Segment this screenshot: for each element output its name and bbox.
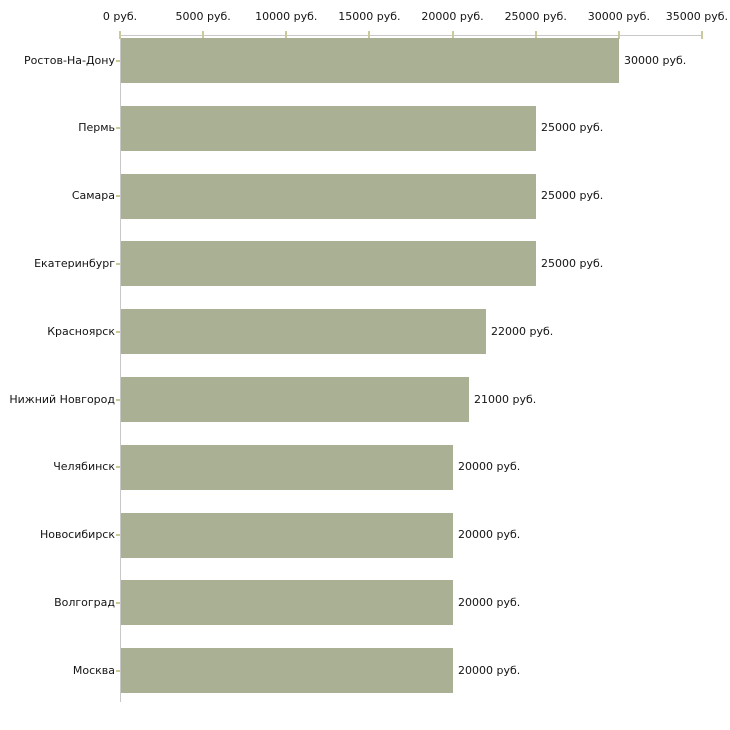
x-axis-tick-label: 0 руб. <box>102 10 138 23</box>
x-axis-tick <box>285 31 288 39</box>
y-axis-tick <box>116 59 120 62</box>
bar <box>121 444 453 490</box>
bar <box>121 105 536 151</box>
x-axis-tick <box>451 31 454 39</box>
y-axis-tick <box>116 669 120 672</box>
bar-value-label: 20000 руб. <box>458 528 521 542</box>
category-label: Нижний Новгород <box>9 392 115 406</box>
y-axis-tick <box>116 466 120 469</box>
bar-value-label: 25000 руб. <box>541 256 604 270</box>
x-axis-tick-label: 15000 руб. <box>338 10 401 23</box>
bar <box>121 580 453 626</box>
bar <box>121 648 453 694</box>
y-axis-tick <box>116 262 120 265</box>
bar-value-label: 20000 руб. <box>458 460 521 474</box>
x-axis-tick-label: 20000 руб. <box>421 10 484 23</box>
category-label: Пермь <box>78 121 115 135</box>
bar <box>121 173 536 219</box>
category-label: Волгоград <box>54 595 115 609</box>
x-axis-tick-label: 10000 руб. <box>255 10 318 23</box>
x-axis-tick <box>119 31 121 39</box>
x-axis-tick <box>617 31 620 39</box>
y-axis-tick <box>116 398 120 401</box>
x-axis-line <box>120 35 703 36</box>
bar-value-label: 25000 руб. <box>541 121 604 135</box>
x-axis-tick <box>534 31 537 39</box>
y-axis-line <box>120 35 121 702</box>
bar <box>121 309 486 355</box>
y-axis-tick <box>116 195 120 198</box>
x-axis-tick <box>202 31 205 39</box>
bar <box>121 512 453 558</box>
bar <box>121 241 536 287</box>
category-label: Красноярск <box>47 324 115 338</box>
x-axis-tick-label: 35000 руб. <box>665 10 728 23</box>
category-label: Самара <box>71 189 115 203</box>
category-label: Новосибирск <box>39 528 115 542</box>
bar-value-label: 20000 руб. <box>458 663 521 677</box>
bar <box>121 38 619 83</box>
x-axis-tick-label: 25000 руб. <box>504 10 567 23</box>
category-label: Екатеринбург <box>34 256 115 270</box>
x-axis-tick <box>368 31 371 39</box>
x-axis-tick-label: 30000 руб. <box>587 10 650 23</box>
y-axis-tick <box>116 127 120 130</box>
bar-value-label: 25000 руб. <box>541 189 604 203</box>
category-label: Москва <box>72 663 115 677</box>
y-axis-tick <box>116 601 120 604</box>
bar-value-label: 30000 руб. <box>624 53 687 67</box>
y-axis-tick <box>116 330 120 333</box>
x-axis-tick-label: 5000 руб. <box>175 10 231 23</box>
x-axis-tick <box>701 31 703 39</box>
bar-value-label: 20000 руб. <box>458 595 521 609</box>
bar-value-label: 21000 руб. <box>474 392 537 406</box>
category-label: Ростов-На-Дону <box>23 53 115 67</box>
y-axis-tick <box>116 534 120 537</box>
category-label: Челябинск <box>53 460 115 474</box>
bar <box>121 377 469 422</box>
bar-value-label: 22000 руб. <box>491 324 554 338</box>
